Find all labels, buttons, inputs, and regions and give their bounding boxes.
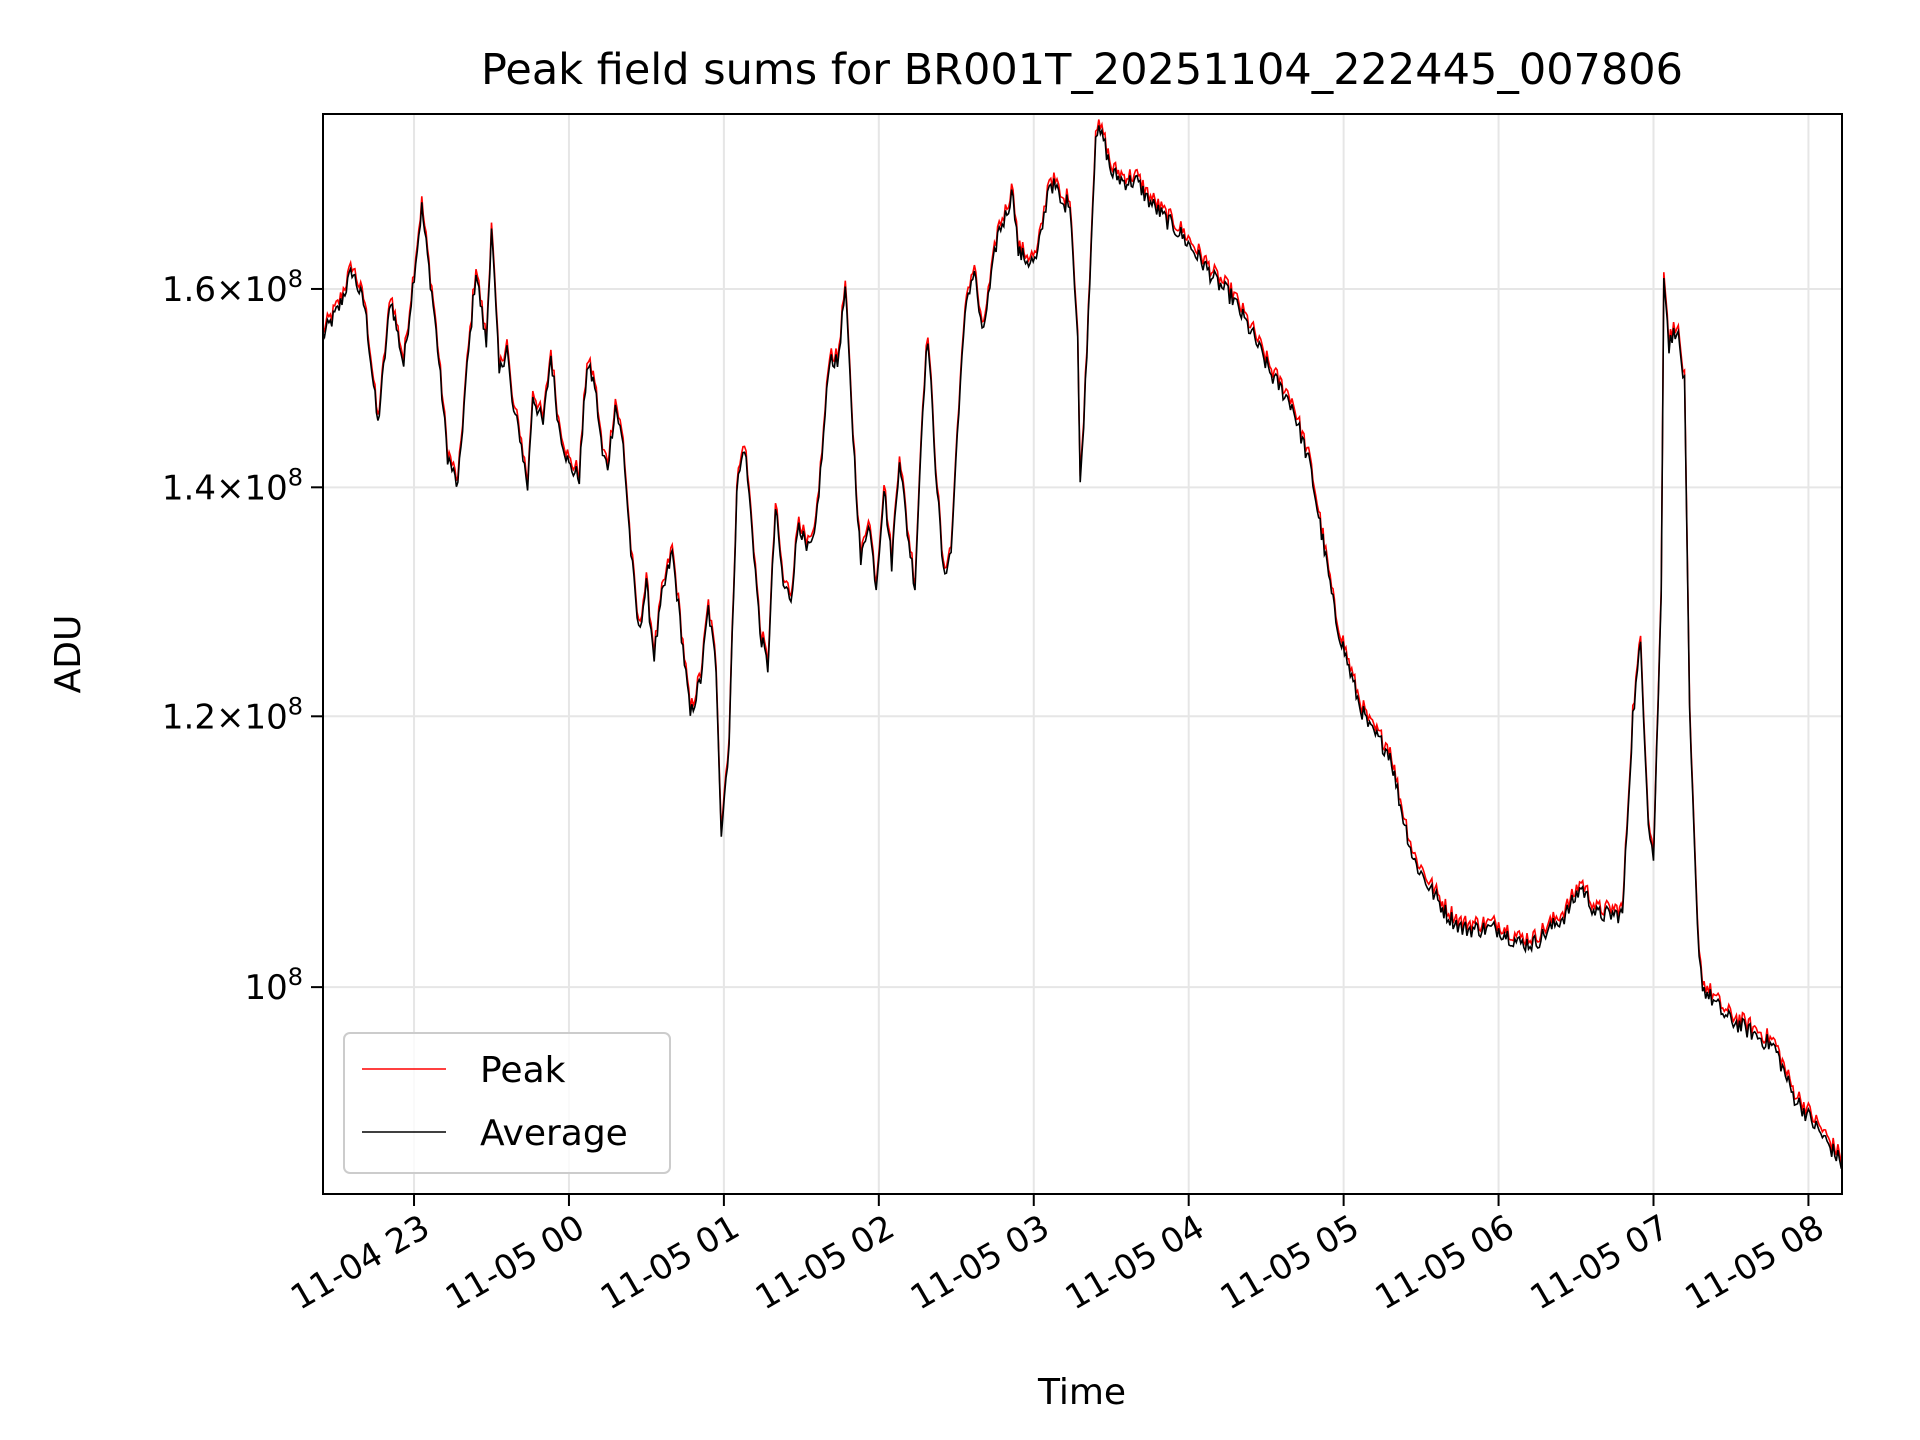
- series-line-average: [322, 125, 1843, 1184]
- legend-label-peak: Peak: [480, 1050, 566, 1091]
- legend-label-average: Average: [480, 1113, 628, 1154]
- legend-frame: [343, 1032, 671, 1174]
- y-axis-label: ADU: [48, 615, 89, 694]
- grid-lines: [323, 114, 1842, 1194]
- chart-title: Peak field sums for BR001T_20251104_2224…: [481, 45, 1683, 95]
- plot-area-frame: [322, 113, 1843, 1195]
- y-tick-label: 1.2×108: [162, 692, 303, 737]
- y-tick-label: 1.6×108: [162, 265, 303, 310]
- legend: Peak Average: [343, 1032, 671, 1174]
- x-axis-label: Time: [1037, 1372, 1126, 1413]
- series-lines: [322, 119, 1843, 1184]
- y-tick-label: 1.4×108: [162, 463, 303, 508]
